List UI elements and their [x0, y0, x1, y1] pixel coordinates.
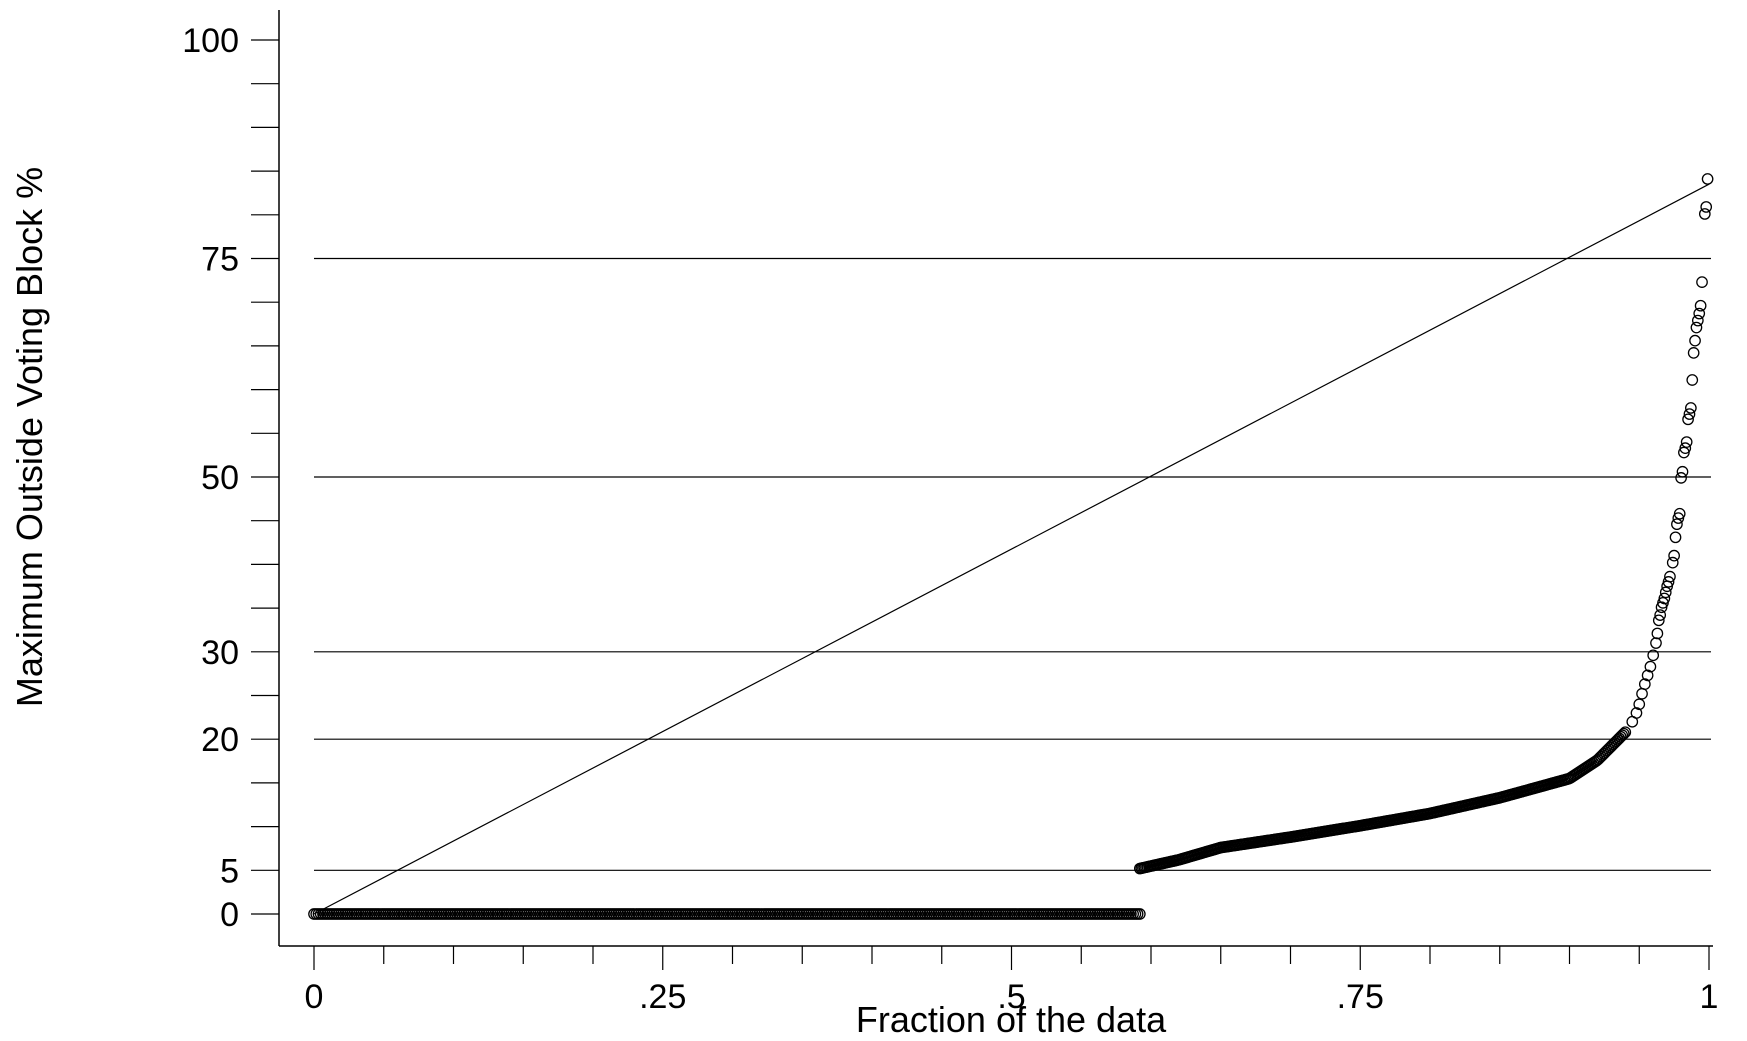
- data-point: [1617, 727, 1630, 740]
- data-point: [1633, 698, 1646, 711]
- data-point: [1680, 436, 1693, 448]
- data-point: [1683, 408, 1696, 420]
- data-point: [1693, 307, 1706, 320]
- data-point: [1644, 660, 1657, 673]
- data-point: [1685, 402, 1697, 414]
- y-tick-label-100: 100: [182, 22, 239, 60]
- axes: [278, 10, 1713, 947]
- data-point: [1686, 374, 1699, 386]
- data-point: [1698, 208, 1711, 220]
- data-point: [1687, 347, 1700, 359]
- y-tick-label-75: 75: [201, 241, 239, 279]
- data-points: [308, 173, 1714, 920]
- data-point: [1673, 507, 1686, 520]
- data-point: [1701, 173, 1714, 185]
- x-tick-label-1: 1: [1700, 978, 1719, 1016]
- data-point: [1662, 576, 1675, 588]
- data-point: [1133, 908, 1146, 920]
- y-axis-title: Maximum Outside Voting Block %: [9, 167, 50, 707]
- data-point: [1679, 442, 1692, 455]
- y-tick-label-50: 50: [201, 459, 239, 497]
- y-tick-label-0: 0: [220, 896, 239, 934]
- data-point: [1694, 299, 1707, 312]
- data-point: [1654, 609, 1667, 621]
- data-point: [1650, 637, 1662, 649]
- data-point: [1668, 549, 1680, 562]
- data-point: [1651, 627, 1664, 640]
- data-point: [1659, 586, 1672, 599]
- y-tick-label-5: 5: [220, 852, 239, 890]
- x-tick-label-.75: .75: [1337, 978, 1384, 1016]
- reference-line: [313, 183, 1710, 915]
- data-point: [1664, 570, 1676, 583]
- data-point: [1689, 334, 1701, 347]
- y-tick-label-30: 30: [201, 634, 239, 672]
- tick-marks: [251, 39, 1710, 970]
- data-point: [1696, 276, 1708, 288]
- tick-labels: 0 5 20 30 50 75 100 0 .25 .5 .75 1: [182, 22, 1718, 1016]
- y-tick-label-20: 20: [201, 721, 239, 759]
- x-tick-label-0: 0: [305, 978, 324, 1016]
- data-point: [1675, 472, 1687, 484]
- data-point: [1636, 687, 1648, 700]
- data-point: [1638, 678, 1651, 690]
- data-point: [1682, 413, 1694, 426]
- data-point: [1641, 669, 1654, 682]
- data-point: [1691, 314, 1704, 327]
- data-point: [1616, 729, 1629, 742]
- x-tick-label-.25: .25: [639, 978, 686, 1016]
- x-tick-label-.5: .5: [997, 978, 1025, 1016]
- data-point: [1671, 518, 1683, 531]
- grid-lines: [314, 257, 1711, 871]
- data-point: [1630, 707, 1643, 719]
- data-point: [1676, 465, 1689, 478]
- data-point: [1669, 531, 1682, 544]
- data-point: [1652, 614, 1665, 627]
- reference-line-layer: [313, 183, 1710, 915]
- data-point: [1666, 556, 1679, 569]
- data-point: [1647, 649, 1660, 662]
- data-point: [1700, 201, 1713, 213]
- data-point: [1690, 321, 1703, 334]
- data-point: [1658, 592, 1671, 605]
- data-point: [1619, 726, 1632, 739]
- x-axis-title: Fraction of the data: [856, 999, 1167, 1040]
